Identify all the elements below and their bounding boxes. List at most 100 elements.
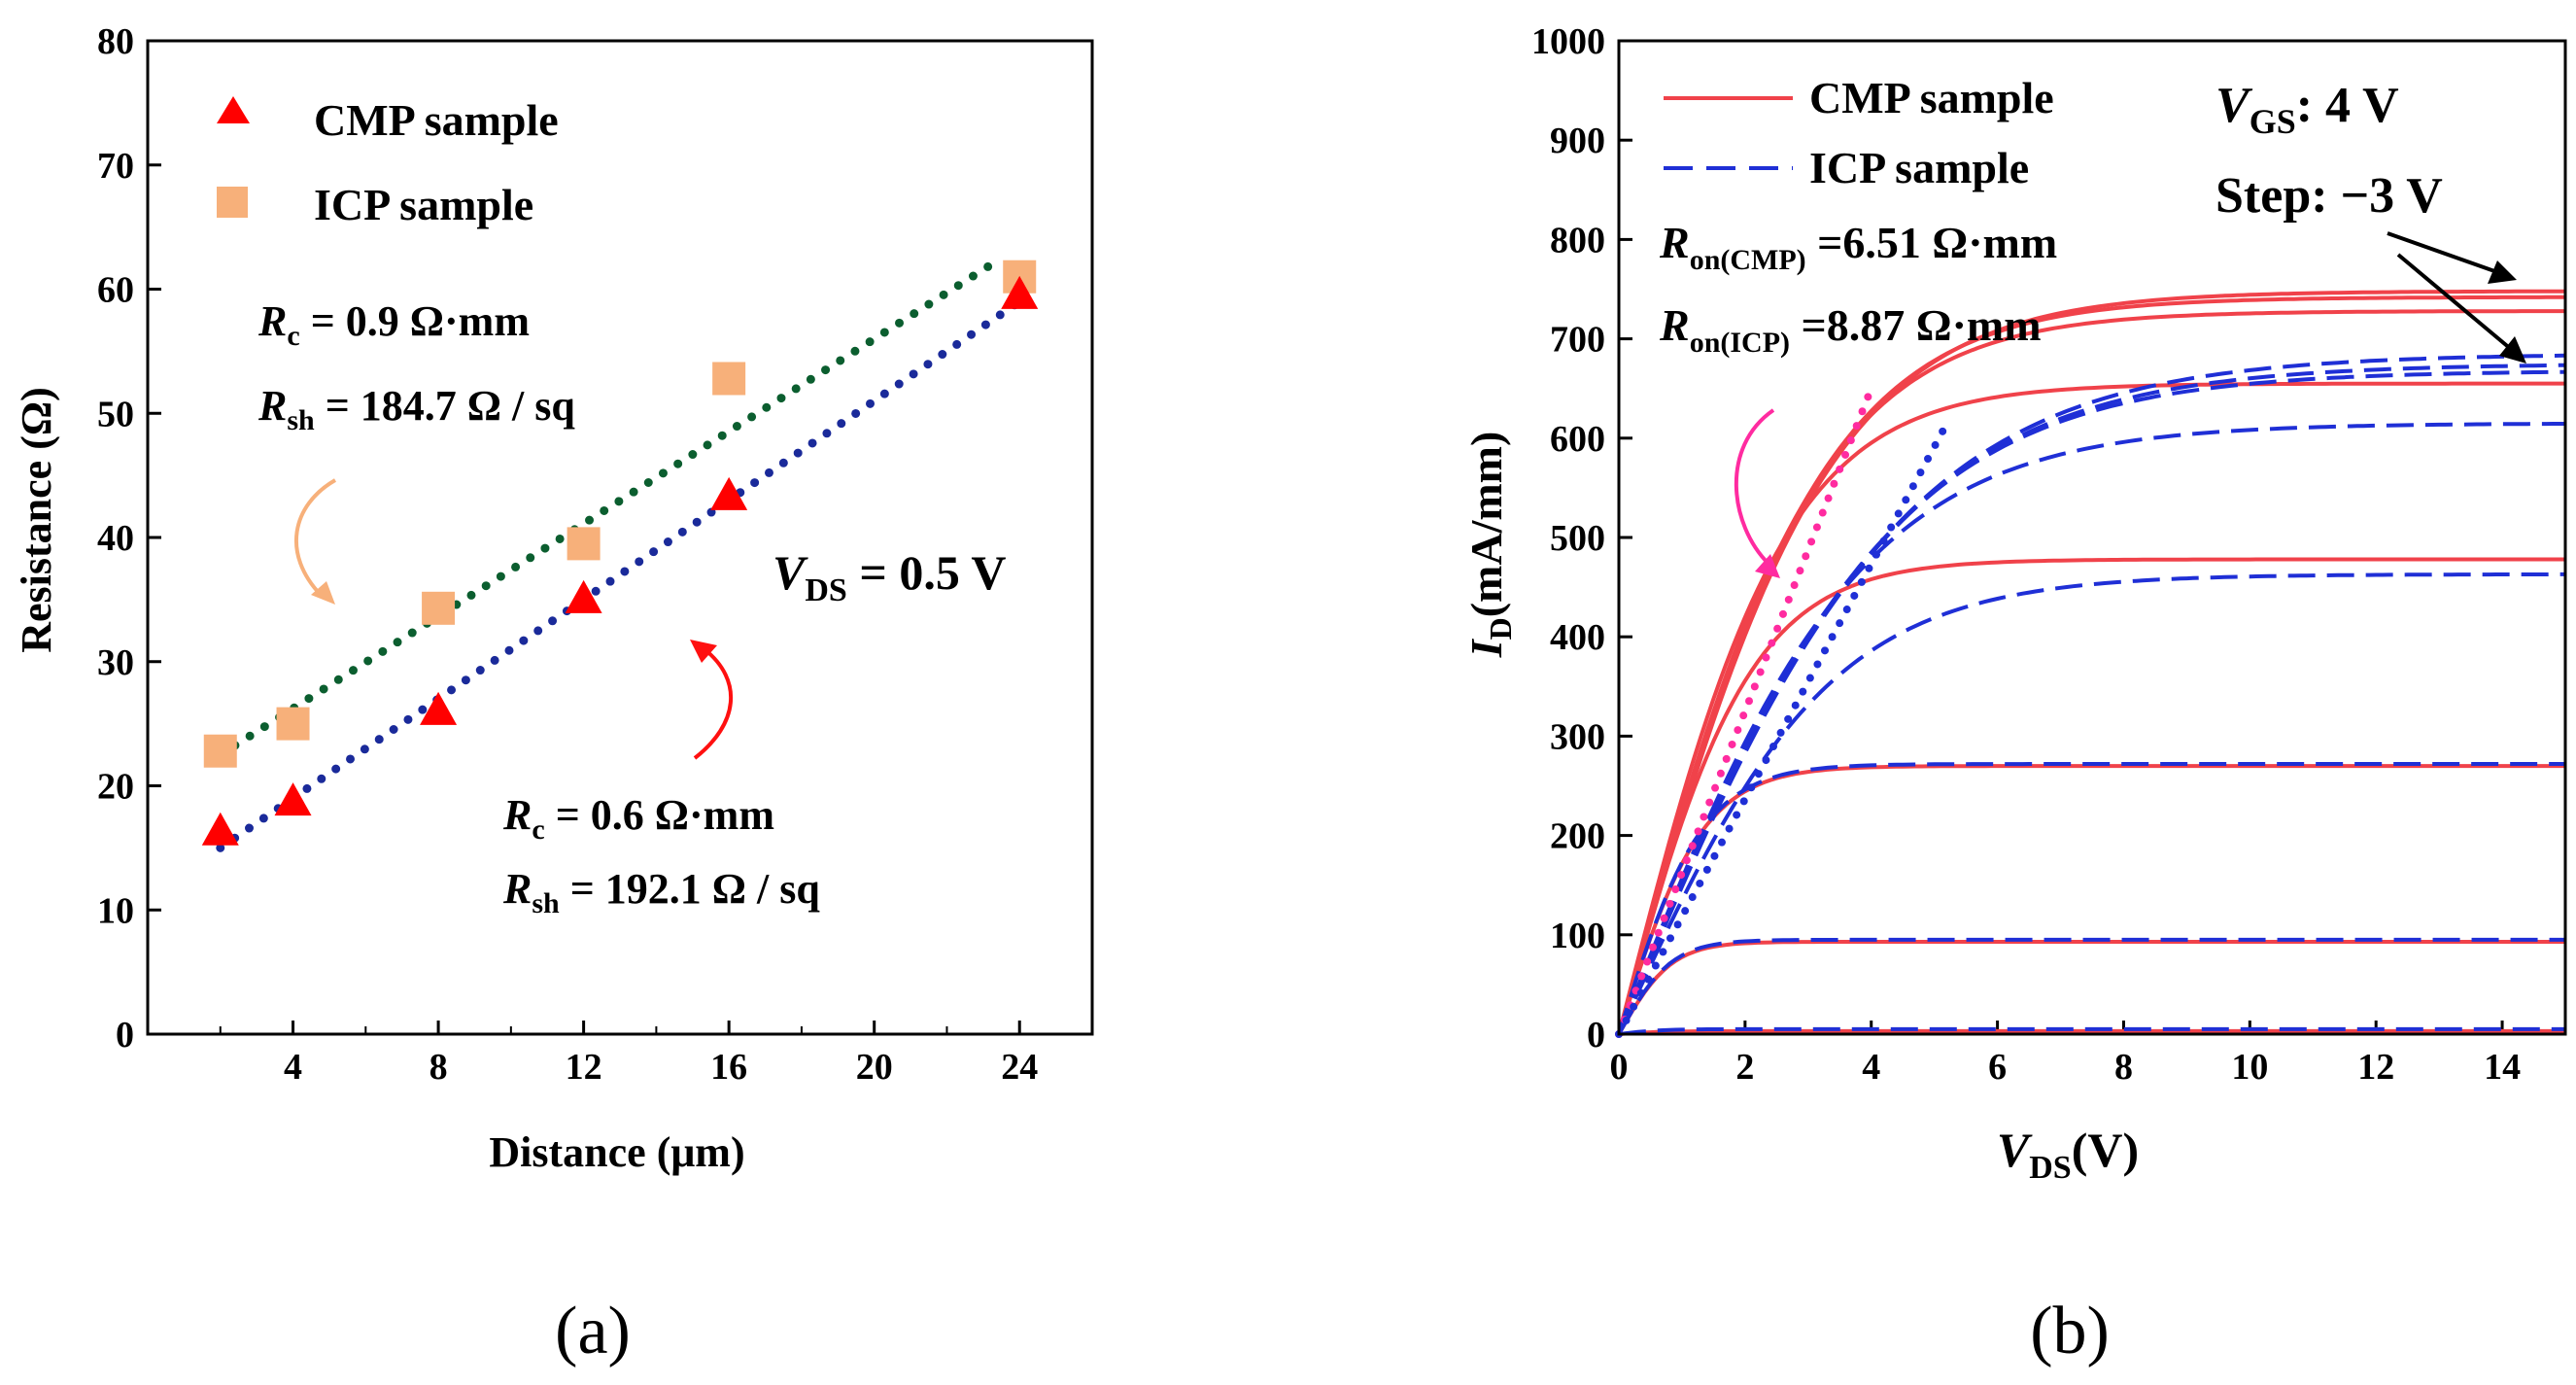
y-tick-label: 60 [97, 270, 134, 311]
icp-point [422, 591, 456, 625]
icp-point [203, 734, 237, 768]
panel-a-fit-lines [216, 254, 1024, 852]
panel-a-data-points [201, 260, 1039, 846]
x-tick-label: 12 [566, 1047, 602, 1088]
cmp-point [1001, 275, 1039, 309]
panel-b-ron-lines [1615, 384, 1951, 1038]
icp-iv-curve [1618, 1026, 2565, 1036]
x-tick-label: 4 [284, 1047, 302, 1088]
cmp-annotation-arrow [690, 640, 734, 760]
panel-a-y-axis: 0 10 20 30 40 50 60 70 80 [97, 21, 161, 1056]
x-tick-label: 14 [2484, 1047, 2521, 1088]
panel-a-chart: 0 10 20 30 40 50 60 70 80 4 8 12 16 20 24 CMP sample … [13, 21, 1094, 1368]
ron-annotation-arrow [1734, 408, 1780, 578]
icp-iv-curve [1617, 353, 2566, 1035]
x-tick-label: 16 [710, 1047, 747, 1088]
y-tick-label: 0 [1587, 1015, 1605, 1056]
panel-b-iv-curves [1617, 289, 2566, 1036]
panel-a-plot-frame [146, 39, 1094, 1036]
icp-point [712, 362, 746, 396]
cmp-iv-curve [1617, 381, 2565, 1035]
icp-iv-curve [1617, 363, 2565, 1035]
panel-a-x-axis: 4 8 12 16 20 24 [219, 1021, 1093, 1088]
cmp-iv-curve [1617, 294, 2565, 1035]
step-arrow-cmp [2387, 231, 2517, 284]
y-tick-label: 50 [97, 394, 134, 434]
y-tick-label: 400 [1550, 617, 1605, 658]
panel-b-y-axis: 0 100 200 300 400 500 600 700 800 900 1000 [1531, 21, 1632, 1056]
y-tick-label: 20 [97, 767, 134, 808]
panel-b-legend: CMP sample ICP sample [1664, 73, 2054, 192]
cmp-iv-curve [1617, 764, 2565, 1035]
vds-annotation: VDS = 0.5 V [773, 545, 1007, 608]
y-tick-label: 900 [1550, 121, 1605, 161]
icp-point [567, 527, 601, 561]
icp-point [276, 707, 310, 741]
panel-a-x-axis-title: Distance (μm) [489, 1128, 744, 1176]
x-tick-label: 4 [1862, 1047, 1880, 1088]
y-tick-label: 100 [1550, 916, 1605, 956]
panel-a-y-axis-title: Resistance (Ω) [13, 387, 60, 653]
y-tick-label: 80 [97, 21, 134, 62]
y-tick-label: 10 [97, 890, 134, 931]
y-tick-label: 500 [1550, 518, 1605, 559]
cmp-point [565, 579, 602, 613]
y-tick-label: 30 [97, 642, 134, 683]
legend-cmp-label: CMP sample [314, 95, 559, 145]
x-tick-label: 2 [1735, 1047, 1754, 1088]
step-arrow-icp [2396, 253, 2526, 364]
icp-iv-curve [1617, 369, 2565, 1035]
icp-iv-curve [1617, 422, 2565, 1035]
icp-annotation-arrow [294, 478, 337, 605]
cmp-iv-curve [1617, 557, 2565, 1035]
y-tick-label: 200 [1550, 816, 1605, 857]
y-tick-label: 800 [1550, 220, 1605, 260]
icp-iv-curve [1617, 937, 2565, 1035]
y-tick-label: 0 [116, 1015, 134, 1056]
icp-iv-curve [1617, 762, 2565, 1035]
panel-b-y-axis-title: ID(mA/mm) [1461, 432, 1518, 659]
x-tick-label: 6 [1988, 1047, 2007, 1088]
ron-cmp-annotation: Ron(CMP) =6.51 Ω·mm [1659, 218, 2057, 276]
legend-icp-label: ICP sample [314, 180, 533, 229]
legend-icp-marker [217, 187, 248, 218]
cmp-rsh-annotation: Rsh = 192.1 Ω / sq [502, 865, 820, 919]
cmp-iv-curve [1617, 289, 2565, 1035]
step-annotation: Step: −3 V [2215, 168, 2443, 224]
icp-rc-annotation: Rc = 0.9 Ω·mm [258, 297, 530, 352]
y-tick-label: 300 [1550, 716, 1605, 757]
panel-a-legend: CMP sample ICP sample [217, 95, 559, 229]
cmp-point [274, 782, 312, 816]
vgs-annotation: VGS: 4 V [2215, 78, 2399, 141]
y-tick-label: 1000 [1531, 21, 1605, 62]
ron-slope-line [1615, 419, 1951, 1038]
legend-cmp-label-b: CMP sample [1809, 73, 2054, 122]
fit-line [216, 296, 1024, 852]
x-tick-label: 20 [856, 1047, 893, 1088]
legend-icp-label-b: ICP sample [1809, 143, 2029, 192]
x-tick-label: 24 [1001, 1047, 1038, 1088]
panel-b-x-axis-title: VDS(V) [1997, 1123, 2139, 1186]
x-tick-label: 12 [2357, 1047, 2394, 1088]
legend-cmp-marker [217, 96, 250, 123]
y-tick-label: 40 [97, 518, 134, 559]
cmp-point [420, 691, 458, 725]
y-tick-label: 70 [97, 146, 134, 187]
panel-b-label: (b) [2030, 1294, 2110, 1368]
cmp-iv-curve [1617, 940, 2565, 1035]
y-tick-label: 700 [1550, 320, 1605, 361]
cmp-rc-annotation: Rc = 0.6 Ω·mm [502, 791, 774, 846]
icp-rsh-annotation: Rsh = 184.7 Ω / sq [258, 382, 575, 436]
ron-icp-annotation: Ron(ICP) =8.87 Ω·mm [1659, 300, 2042, 359]
panel-a-label: (a) [555, 1294, 631, 1368]
cmp-point [710, 476, 748, 510]
x-tick-label: 8 [2114, 1047, 2133, 1088]
x-tick-label: 8 [429, 1047, 448, 1088]
icp-iv-curve [1617, 571, 2565, 1035]
y-tick-label: 600 [1550, 419, 1605, 460]
fit-line [216, 254, 1007, 760]
panel-b-plot-frame [1617, 39, 2567, 1036]
cmp-point [201, 812, 239, 846]
panel-b-chart: 0 100 200 300 400 500 600 700 800 900 1000 0 2 4 6 8 10… [1461, 21, 2567, 1368]
